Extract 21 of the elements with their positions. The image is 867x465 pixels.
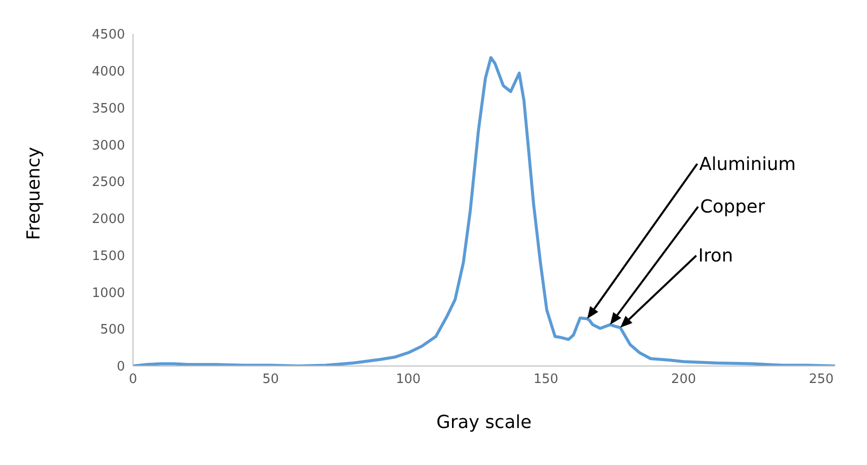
x-tick-label: 150 (534, 372, 558, 388)
y-axis-title: Frequency (23, 146, 44, 240)
x-tick-label: 250 (808, 372, 834, 388)
x-axis-title: Gray scale (436, 412, 532, 433)
y-tick-label: 1000 (92, 286, 125, 301)
y-tick-label: 3500 (92, 101, 125, 116)
y-tick-label: 2500 (92, 175, 125, 190)
y-tick-label: 0 (116, 360, 125, 375)
y-tick-label: 4000 (92, 64, 125, 80)
x-tick-label: 50 (262, 372, 279, 388)
annotation: Aluminium (699, 154, 796, 175)
y-tick-label: 4500 (92, 28, 125, 43)
y-tick-label: 2000 (92, 212, 125, 228)
annotation: Iron (698, 246, 734, 267)
y-tick-label: 500 (100, 322, 125, 338)
x-tick-label: 100 (396, 372, 421, 388)
y-tick-label: 3000 (92, 138, 125, 154)
y-tick-label: 1500 (92, 248, 125, 264)
x-tick-label: 200 (671, 372, 696, 388)
x-tick-label: 0 (128, 372, 138, 388)
annotation: Copper (700, 196, 766, 218)
